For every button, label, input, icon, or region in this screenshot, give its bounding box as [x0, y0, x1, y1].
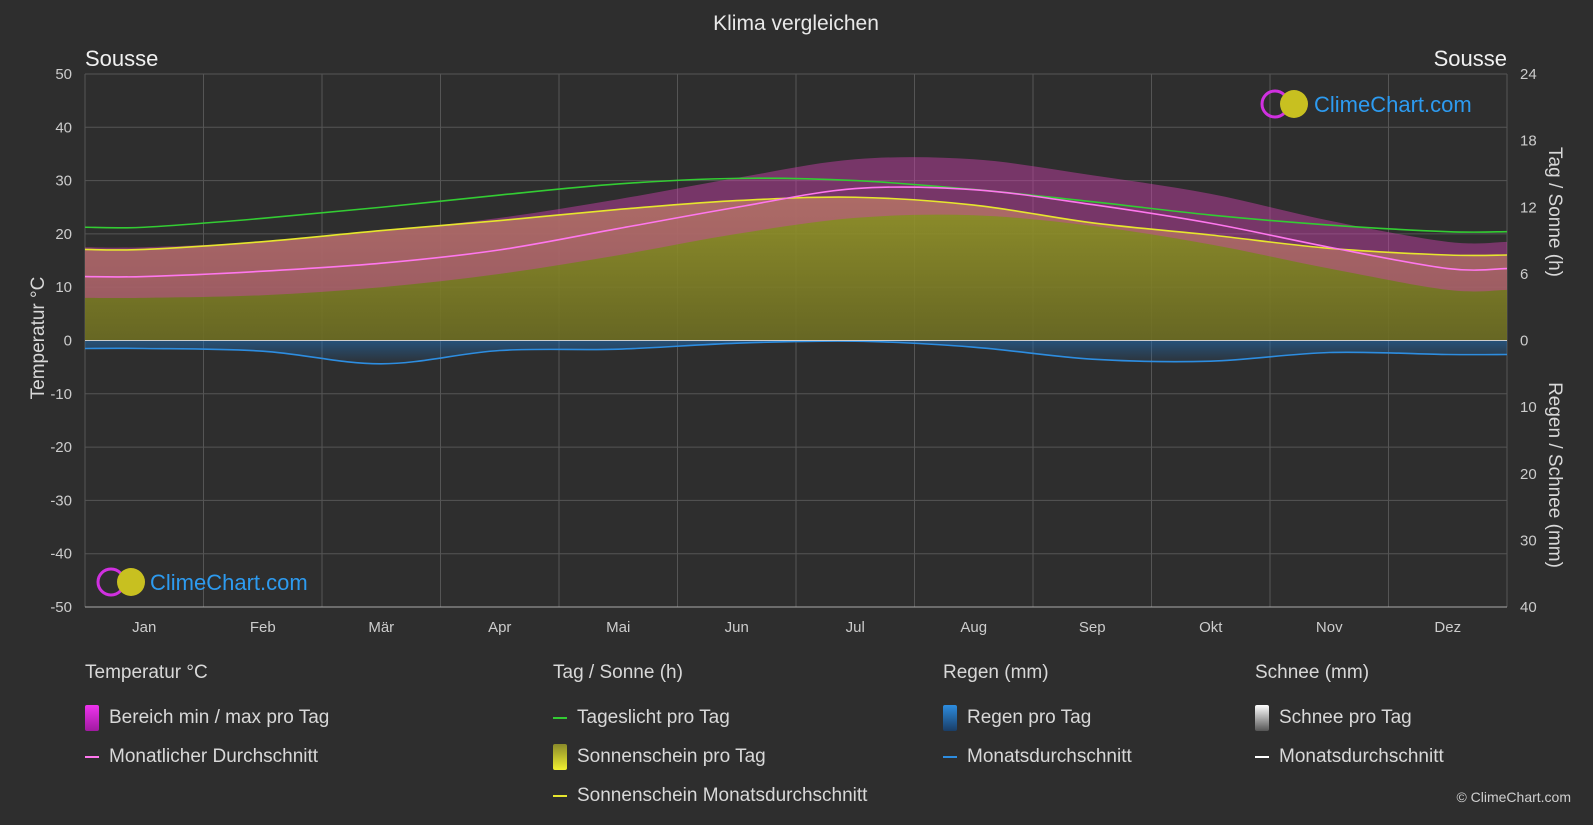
y-left-tick-label: 10 [55, 279, 72, 296]
x-tick-label: Sep [1079, 619, 1106, 636]
location-left: Sousse [85, 46, 158, 71]
legend-label: Tageslicht pro Tag [577, 706, 730, 728]
legend-item: Bereich min / max pro Tag [85, 698, 329, 737]
line-swatch [85, 755, 99, 758]
y-left-tick-label: -30 [50, 492, 72, 509]
y-left-tick-label: 20 [55, 226, 72, 243]
legend-item: Schnee pro Tag [1255, 698, 1444, 737]
y-right-top-tick-label: 0 [1520, 333, 1528, 350]
y-left-tick-label: -50 [50, 599, 72, 616]
y-right-bottom-tick-label: 40 [1520, 599, 1537, 616]
x-tick-label: Jan [132, 619, 156, 636]
brand-logo-top: ClimeChart.com [1260, 89, 1472, 119]
legend-snow: Schnee (mm) Schnee pro Tag Monatsdurchsc… [1255, 662, 1444, 776]
y-right-bottom-tick-label: 20 [1520, 466, 1537, 483]
y-left-tick-label: 0 [64, 333, 72, 350]
sunshine-area-fill [85, 197, 1507, 341]
sunshine-line [84, 196, 1508, 257]
y-left-tick-label: -40 [50, 546, 72, 563]
line-swatch [1255, 755, 1269, 758]
legend-label: Monatlicher Durchschnitt [109, 745, 319, 767]
y-right-bottom-tick-label: 10 [1520, 399, 1537, 416]
y-right-top-tick-label: 24 [1520, 66, 1537, 83]
sunshine-area [85, 197, 1507, 341]
legend-label: Monatsdurchschnitt [967, 745, 1132, 767]
x-tick-label: Apr [488, 619, 511, 636]
y-right-bottom-label: Regen / Schnee (mm) [1544, 382, 1565, 568]
x-tick-label: Aug [960, 619, 987, 636]
rain-mean-line [84, 340, 1508, 365]
y-left-tick-label: 40 [55, 119, 72, 136]
y-right-top-tick-label: 18 [1520, 133, 1537, 150]
legend-label: Schnee pro Tag [1279, 706, 1412, 728]
legend-temperature: Temperatur °C Bereich min / max pro Tag … [85, 662, 329, 776]
y-right-top-tick-label: 6 [1520, 266, 1528, 283]
legend-item: Monatlicher Durchschnitt [85, 737, 329, 776]
legend-item: Tageslicht pro Tag [553, 698, 867, 737]
legend-sun: Tag / Sonne (h) Tageslicht pro Tag Sonne… [553, 662, 867, 815]
legend-heading: Regen (mm) [943, 662, 1049, 683]
legend-item: Sonnenschein pro Tag [553, 737, 867, 776]
brand-logo-bottom: ClimeChart.com [96, 567, 308, 597]
y-right-top-tick-label: 12 [1520, 199, 1537, 216]
location-right: Sousse [1434, 46, 1507, 71]
x-tick-label: Mai [606, 619, 630, 636]
x-tick-label: Jun [725, 619, 749, 636]
snow-swatch [1255, 704, 1269, 731]
logo-sun-icon [1280, 90, 1308, 118]
brand-text-bottom: ClimeChart.com [150, 570, 308, 595]
copyright-text: © ClimeChart.com [1456, 789, 1571, 805]
legend-heading: Schnee (mm) [1255, 662, 1370, 683]
x-tick-label: Dez [1434, 619, 1461, 636]
legend-label: Monatsdurchschnitt [1279, 745, 1444, 767]
temperature-range-band [85, 157, 1507, 299]
legend-heading: Temperatur °C [85, 662, 208, 683]
legend-item: Monatsdurchschnitt [943, 737, 1132, 776]
line-swatch [553, 716, 567, 719]
y-right-bottom-tick-label: 30 [1520, 532, 1537, 549]
x-tick-label: Feb [250, 619, 276, 636]
legend-item: Sonnenschein Monatsdurchschnitt [553, 776, 867, 815]
rain-swatch [943, 704, 957, 731]
x-tick-label: Jul [846, 619, 865, 636]
legend-label: Sonnenschein Monatsdurchschnitt [577, 784, 868, 806]
range-swatch [85, 704, 99, 731]
brand-text-top: ClimeChart.com [1314, 92, 1472, 117]
x-tick-label: Okt [1199, 619, 1223, 636]
logo-sun-icon [117, 568, 145, 596]
x-tick-label: Nov [1316, 619, 1343, 636]
line-swatch [553, 794, 567, 797]
y-left-tick-label: -20 [50, 439, 72, 456]
temperature-range-area [85, 157, 1507, 299]
legend-heading: Tag / Sonne (h) [553, 662, 683, 683]
line-swatch [943, 755, 957, 758]
legend-item: Monatsdurchschnitt [1255, 737, 1444, 776]
y-left-tick-label: 50 [55, 66, 72, 83]
x-tick-label: Mär [368, 619, 394, 636]
legend-label: Regen pro Tag [967, 706, 1092, 728]
series-lines [84, 177, 1508, 365]
chart-title: Klima vergleichen [713, 12, 879, 35]
y-left-label: Temperatur °C [28, 277, 49, 400]
temperature-mean-line [84, 186, 1508, 278]
legend-item: Regen pro Tag [943, 698, 1132, 737]
legend-label: Sonnenschein pro Tag [577, 745, 766, 767]
sun-swatch [553, 743, 567, 770]
y-left-tick-label: -10 [50, 386, 72, 403]
daylight-line [84, 177, 1508, 233]
legend-label: Bereich min / max pro Tag [109, 706, 330, 728]
y-left-tick-label: 30 [55, 173, 72, 190]
y-right-top-label: Tag / Sonne (h) [1544, 147, 1565, 277]
legend-rain: Regen (mm) Regen pro Tag Monatsdurchschn… [943, 662, 1132, 776]
chart-axes: 50 40 30 20 10 0 -10 -20 -30 -40 -50 24 18 12 6 0 10 20 30… [50, 66, 1536, 636]
